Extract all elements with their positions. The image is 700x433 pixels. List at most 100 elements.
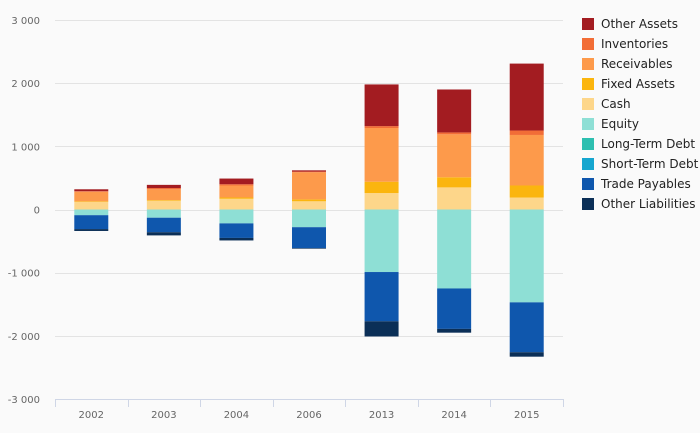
legend-swatch: [582, 158, 594, 170]
legend-swatch: [582, 58, 594, 70]
legend-swatch: [582, 38, 594, 50]
y-tick-label: 3 000: [11, 16, 40, 27]
bar-segment[interactable]: [74, 229, 109, 231]
bar-segment[interactable]: [292, 171, 326, 173]
bar-segment[interactable]: [74, 191, 109, 202]
bar-segment[interactable]: [437, 209, 472, 289]
bar-segment[interactable]: [146, 217, 181, 233]
legend-label: Cash: [601, 97, 631, 111]
x-tick-label: 2006: [296, 410, 321, 421]
x-tick-label: 2013: [369, 410, 394, 421]
x-tick-label: 2015: [514, 410, 539, 421]
bar-segment[interactable]: [437, 177, 472, 188]
legend-item[interactable]: Cash: [582, 94, 698, 114]
bar-segment[interactable]: [509, 185, 544, 198]
y-tick-label: -1 000: [8, 269, 40, 280]
bar-segment[interactable]: [364, 272, 399, 322]
bar-segment[interactable]: [74, 201, 109, 210]
legend-swatch: [582, 18, 594, 30]
legend-item[interactable]: Trade Payables: [582, 174, 698, 194]
bar-segment[interactable]: [437, 89, 472, 133]
bar-segment[interactable]: [364, 181, 399, 194]
bar-segment[interactable]: [292, 201, 326, 210]
y-tick-label: -3 000: [8, 395, 40, 406]
bar-segment[interactable]: [509, 352, 544, 357]
bar-segment[interactable]: [437, 134, 472, 178]
bar-segment[interactable]: [437, 288, 472, 329]
bar-segment[interactable]: [219, 184, 254, 186]
bar-segment[interactable]: [364, 321, 399, 337]
bar-segment[interactable]: [509, 130, 544, 135]
x-tick-label: 2002: [79, 410, 104, 421]
bar-segment[interactable]: [146, 189, 181, 201]
bar-segment[interactable]: [146, 232, 181, 236]
legend-swatch: [582, 98, 594, 110]
bar-segment[interactable]: [292, 172, 326, 200]
bar-segment[interactable]: [437, 132, 472, 135]
bar-segment[interactable]: [74, 201, 109, 202]
legend-item[interactable]: Long-Term Debt: [582, 134, 698, 154]
legend-label: Other Assets: [601, 17, 678, 31]
bar-segment[interactable]: [509, 197, 544, 210]
bar-segment[interactable]: [364, 128, 399, 182]
legend-item[interactable]: Other Liabilities: [582, 194, 698, 214]
y-tick-label: -2 000: [8, 332, 40, 343]
bar-segment[interactable]: [364, 84, 399, 127]
x-axis: 2002 2003 2004 2006 2013 2014 2015: [55, 399, 564, 421]
bar-segment[interactable]: [364, 209, 399, 273]
legend-label: Equity: [601, 117, 639, 131]
y-tick-label: 0: [34, 206, 40, 217]
bar-segment[interactable]: [292, 209, 326, 228]
bar-segment[interactable]: [146, 209, 181, 218]
bar-segment[interactable]: [219, 237, 254, 241]
bar-segment[interactable]: [219, 209, 254, 224]
legend-item[interactable]: Fixed Assets: [582, 74, 698, 94]
legend-label: Long-Term Debt: [601, 137, 696, 151]
bar-segment[interactable]: [292, 170, 326, 172]
bar-segment[interactable]: [509, 134, 544, 186]
bar-segment[interactable]: [219, 178, 254, 185]
legend-swatch: [582, 138, 594, 150]
bar-segment[interactable]: [74, 191, 109, 192]
bar-segment[interactable]: [509, 209, 544, 303]
bar-segment[interactable]: [219, 185, 254, 198]
bar-segment[interactable]: [437, 187, 472, 210]
legend-item[interactable]: Equity: [582, 114, 698, 134]
bar-segment[interactable]: [509, 63, 544, 131]
legend-swatch: [582, 78, 594, 90]
bar-segment[interactable]: [146, 200, 181, 210]
bar-segment[interactable]: [74, 189, 109, 192]
bars: [74, 63, 544, 357]
bar-segment[interactable]: [219, 198, 254, 210]
legend: Other Assets Inventories Receivables Fixed …: [582, 14, 698, 214]
legend-label: Short-Term Debt: [601, 157, 699, 171]
legend-label: Receivables: [601, 57, 673, 71]
y-tick-label: 1 000: [11, 142, 40, 153]
gridlines: [55, 20, 563, 337]
bar-segment[interactable]: [219, 223, 254, 238]
legend-swatch: [582, 118, 594, 130]
legend-item[interactable]: Inventories: [582, 34, 698, 54]
bar-segment[interactable]: [74, 215, 109, 230]
legend-label: Inventories: [601, 37, 669, 51]
y-axis: 3 000 2 000 1 000 0 -1 000 -2 000 -3 000: [8, 16, 40, 406]
bar-segment[interactable]: [146, 188, 181, 190]
legend-item[interactable]: Other Assets: [582, 14, 698, 34]
bar-segment[interactable]: [292, 227, 326, 249]
bar-segment[interactable]: [219, 197, 254, 199]
bar-segment[interactable]: [437, 328, 472, 333]
bar-segment[interactable]: [292, 199, 326, 202]
legend-swatch: [582, 198, 594, 210]
bar-segment[interactable]: [146, 200, 181, 201]
bar-segment[interactable]: [364, 126, 399, 129]
bar-segment[interactable]: [74, 209, 109, 216]
bar-segment[interactable]: [509, 302, 544, 353]
legend-item[interactable]: Short-Term Debt: [582, 154, 698, 174]
y-tick-label: 2 000: [11, 79, 40, 90]
x-tick-label: 2004: [224, 410, 249, 421]
legend-item[interactable]: Receivables: [582, 54, 698, 74]
bar-segment[interactable]: [292, 248, 326, 249]
bar-segment[interactable]: [364, 193, 399, 210]
bar-segment[interactable]: [146, 184, 181, 189]
